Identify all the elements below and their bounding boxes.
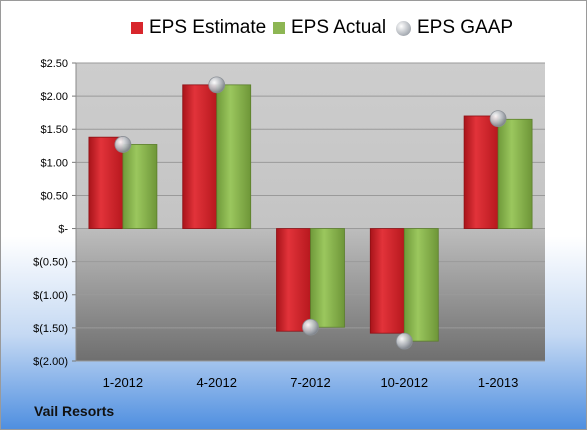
marker-eps-gaap [114,136,132,153]
bar-eps-estimate [369,228,405,334]
y-tick-label: $0.50 [40,190,68,202]
y-tick-label: $1.50 [40,124,68,136]
bar-eps-estimate [276,228,311,332]
y-tick-label: $(1.00) [33,290,68,302]
legend-swatch-gaap [396,20,411,36]
legend-label-actual: EPS Actual [291,17,387,38]
bar-eps-actual [403,228,439,342]
bar-eps-estimate [88,136,124,229]
legend: EPS Estimate EPS Actual EPS GAAP [1,17,586,43]
marker-eps-gaap [208,76,226,94]
y-tick-label: $2.50 [40,58,68,70]
y-tick-label: $2.00 [40,91,68,103]
legend-swatch-estimate [131,22,143,34]
legend-label-gaap: EPS GAAP [417,17,514,38]
legend-item-actual: EPS Actual [273,17,386,39]
bar-eps-estimate [182,84,218,229]
bar-eps-actual [122,144,158,229]
y-tick-label: $(2.00) [33,356,68,368]
y-tick-label: $1.00 [40,157,68,169]
bar-eps-actual [497,118,533,229]
marker-eps-gaap [395,332,413,350]
x-tick-label: 1-2012 [103,375,143,390]
x-tick-label: 7-2012 [290,375,330,390]
marker-eps-gaap [489,110,507,128]
x-tick-label: 10-2012 [380,375,428,390]
x-tick-label: 4-2012 [196,375,236,390]
legend-item-estimate: EPS Estimate [131,17,266,39]
bar-eps-actual [310,228,345,328]
x-tick-label: 1-2013 [478,375,518,390]
y-tick-label: $(1.50) [33,323,68,335]
legend-swatch-actual [273,22,285,34]
marker-eps-gaap [302,318,319,336]
legend-label-estimate: EPS Estimate [149,17,267,38]
y-tick-label: $(0.50) [33,257,68,269]
company-name: Vail Resorts [34,403,115,419]
y-tick-label: $- [58,224,68,236]
bar-eps-actual [216,84,252,229]
legend-item-gaap: EPS GAAP [396,17,513,39]
bar-eps-estimate [463,115,499,229]
